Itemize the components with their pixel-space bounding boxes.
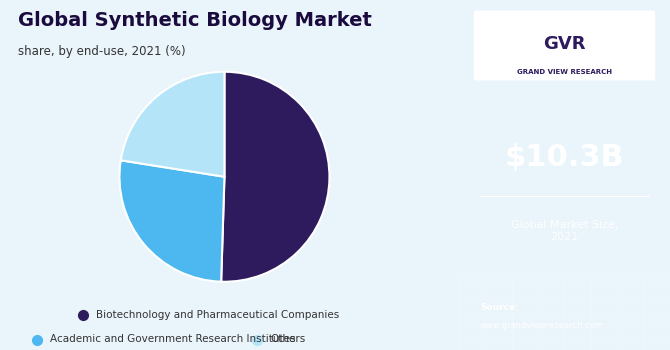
- Text: Others: Others: [271, 335, 306, 344]
- Text: GRAND VIEW RESEARCH: GRAND VIEW RESEARCH: [517, 69, 612, 75]
- Text: Source:: Source:: [480, 303, 519, 313]
- Text: Global Market Size,
2021: Global Market Size, 2021: [511, 220, 618, 242]
- Wedge shape: [119, 160, 224, 282]
- Text: Global Synthetic Biology Market: Global Synthetic Biology Market: [18, 10, 373, 29]
- Text: www.grandviewresearch.com: www.grandviewresearch.com: [480, 321, 604, 330]
- FancyBboxPatch shape: [474, 10, 655, 80]
- Text: share, by end-use, 2021 (%): share, by end-use, 2021 (%): [18, 46, 186, 58]
- Text: Biotechnology and Pharmaceutical Companies: Biotechnology and Pharmaceutical Compani…: [96, 310, 340, 320]
- Text: $10.3B: $10.3B: [505, 143, 624, 172]
- Text: Academic and Government Research Institutes: Academic and Government Research Institu…: [50, 335, 296, 344]
- Wedge shape: [221, 72, 330, 282]
- Wedge shape: [121, 72, 224, 177]
- Text: GVR: GVR: [543, 35, 586, 53]
